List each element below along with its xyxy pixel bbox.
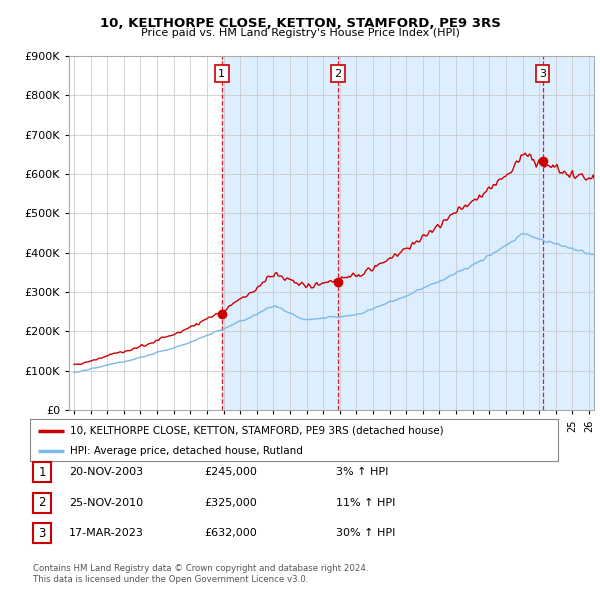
Text: 2: 2 bbox=[38, 496, 46, 509]
Text: 10, KELTHORPE CLOSE, KETTON, STAMFORD, PE9 3RS: 10, KELTHORPE CLOSE, KETTON, STAMFORD, P… bbox=[100, 17, 500, 30]
Text: 30% ↑ HPI: 30% ↑ HPI bbox=[336, 529, 395, 538]
Text: 3: 3 bbox=[38, 527, 46, 540]
Text: 1: 1 bbox=[38, 466, 46, 478]
Text: 11% ↑ HPI: 11% ↑ HPI bbox=[336, 498, 395, 507]
Text: This data is licensed under the Open Government Licence v3.0.: This data is licensed under the Open Gov… bbox=[33, 575, 308, 584]
Text: 1: 1 bbox=[218, 69, 225, 78]
Text: £325,000: £325,000 bbox=[204, 498, 257, 507]
Text: Contains HM Land Registry data © Crown copyright and database right 2024.: Contains HM Land Registry data © Crown c… bbox=[33, 565, 368, 573]
Text: 10, KELTHORPE CLOSE, KETTON, STAMFORD, PE9 3RS (detached house): 10, KELTHORPE CLOSE, KETTON, STAMFORD, P… bbox=[70, 426, 443, 436]
Text: £632,000: £632,000 bbox=[204, 529, 257, 538]
Text: HPI: Average price, detached house, Rutland: HPI: Average price, detached house, Rutl… bbox=[70, 446, 302, 455]
Bar bbox=[338, 56, 542, 410]
Text: Price paid vs. HM Land Registry's House Price Index (HPI): Price paid vs. HM Land Registry's House … bbox=[140, 28, 460, 38]
Text: £245,000: £245,000 bbox=[204, 467, 257, 477]
Text: 3: 3 bbox=[539, 69, 546, 78]
Bar bbox=[542, 56, 594, 410]
Text: 20-NOV-2003: 20-NOV-2003 bbox=[69, 467, 143, 477]
Text: 2: 2 bbox=[335, 69, 342, 78]
Bar bbox=[221, 56, 338, 410]
Text: 17-MAR-2023: 17-MAR-2023 bbox=[69, 529, 144, 538]
Text: 25-NOV-2010: 25-NOV-2010 bbox=[69, 498, 143, 507]
Text: 3% ↑ HPI: 3% ↑ HPI bbox=[336, 467, 388, 477]
